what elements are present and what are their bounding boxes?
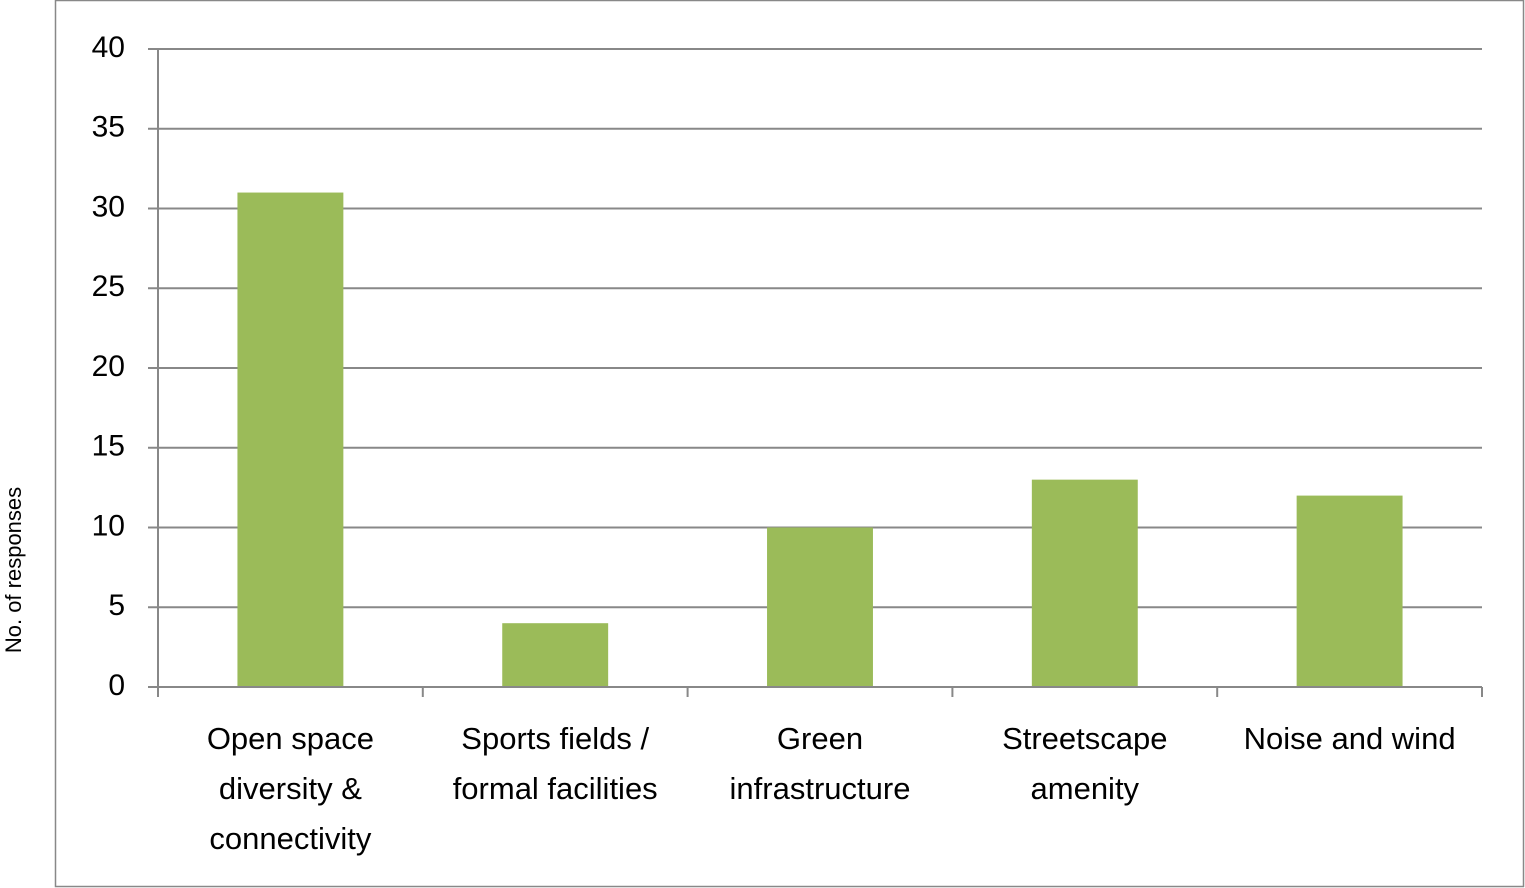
y-tick-label: 15: [92, 430, 125, 463]
bar: [502, 623, 609, 687]
y-tick-label: 35: [92, 111, 125, 144]
y-tick-label: 5: [108, 589, 125, 622]
y-tick-label: 40: [92, 31, 125, 64]
y-axis-label: No. of responses: [1, 487, 26, 653]
x-tick-label: Open space diversity & connectivity: [206, 721, 374, 856]
y-tick-label: 25: [92, 270, 125, 303]
bar: [237, 192, 344, 688]
chart-border: [54, 0, 1525, 888]
x-tick-label: Streetscape amenity: [1002, 721, 1168, 806]
y-tick-label: 10: [92, 509, 125, 542]
bar: [1031, 479, 1138, 687]
bar: [767, 527, 873, 687]
x-tick-label: Green infrastructure: [729, 721, 911, 806]
x-tick-label: Noise and wind: [1243, 721, 1456, 756]
x-tick-label: Sports fields / formal facilities: [452, 721, 658, 806]
y-tick-label: 30: [92, 190, 125, 223]
y-tick-label: 20: [92, 350, 125, 383]
bar: [1296, 495, 1403, 687]
y-tick-label: 0: [108, 669, 125, 702]
